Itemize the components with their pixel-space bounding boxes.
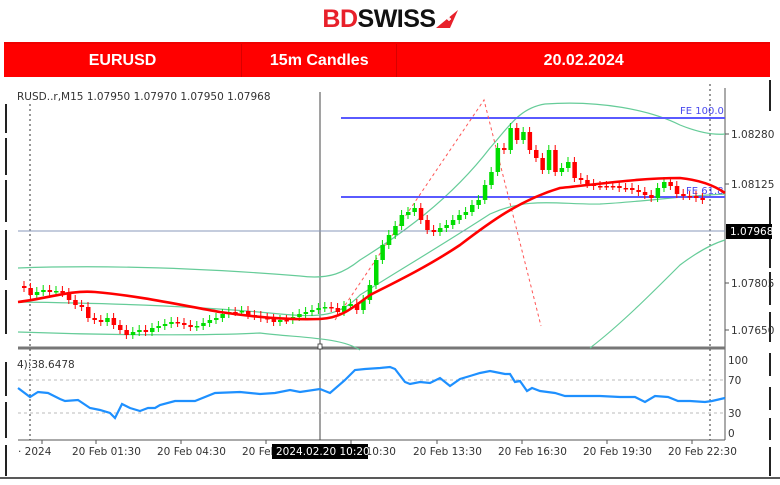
svg-text:20 Feb 16:30: 20 Feb 16:30 xyxy=(498,446,567,458)
oscillator-axis: 100 70 30 0 xyxy=(728,355,748,440)
date-label: 20.02.2024 xyxy=(543,51,624,69)
svg-text:1.07650: 1.07650 xyxy=(731,325,774,337)
oscillator-line xyxy=(17,365,726,420)
oscillator-label: 4):38.6478 xyxy=(17,359,75,371)
svg-text:100: 100 xyxy=(728,355,748,367)
left-edge-marks xyxy=(0,80,780,479)
fibo-expansion-lines xyxy=(334,98,542,327)
chart-header: EURUSD 15m Candles 20.02.2024 xyxy=(4,42,770,77)
crosshair-handle[interactable] xyxy=(317,343,323,350)
price-axis: 1.08280 1.08125 1.07805 1.07650 xyxy=(725,129,774,337)
svg-text:20 Feb 19:30: 20 Feb 19:30 xyxy=(583,446,652,458)
svg-text:1.07805: 1.07805 xyxy=(731,278,774,290)
candlesticks xyxy=(22,123,705,339)
svg-text:20 Feb 01:30: 20 Feb 01:30 xyxy=(72,446,141,458)
svg-text:1.08125: 1.08125 xyxy=(731,179,774,191)
svg-text:20 Feb 13:30: 20 Feb 13:30 xyxy=(413,446,482,458)
crosshair-time-tag xyxy=(272,444,368,459)
brand-logo: BD SWISS xyxy=(0,0,780,38)
fe-618-label: FE 61.8 xyxy=(686,186,724,197)
svg-text:20 Feb 04:30: 20 Feb 04:30 xyxy=(157,446,226,458)
logo-swiss: SWISS xyxy=(357,4,437,33)
swiss-plane-icon xyxy=(435,10,458,28)
svg-text:30: 30 xyxy=(728,408,741,420)
svg-text:0: 0 xyxy=(728,428,735,440)
current-price-value: 1.07968 xyxy=(730,226,773,238)
timeframe-label: 15m Candles xyxy=(242,44,398,77)
price-chart[interactable]: RUSD..r,M15 1.07950 1.07970 1.07950 1.07… xyxy=(0,76,780,480)
moving-average xyxy=(17,176,726,321)
chart-info-line: RUSD..r,M15 1.07950 1.07970 1.07950 1.07… xyxy=(17,91,271,103)
svg-text:70: 70 xyxy=(728,375,741,387)
logo-bd: BD xyxy=(322,4,358,33)
svg-text:· 2024: · 2024 xyxy=(18,446,52,458)
svg-text:20 Feb 22:30: 20 Feb 22:30 xyxy=(668,446,737,458)
current-price-tag xyxy=(726,224,772,239)
fe-100-label: FE 100.0 xyxy=(680,106,724,117)
svg-text:1.08280: 1.08280 xyxy=(731,129,774,141)
crosshair-time-value: 2024.02.20 10:20 xyxy=(276,446,370,458)
bollinger-bands xyxy=(17,102,726,351)
symbol-label: EURUSD xyxy=(4,44,243,77)
